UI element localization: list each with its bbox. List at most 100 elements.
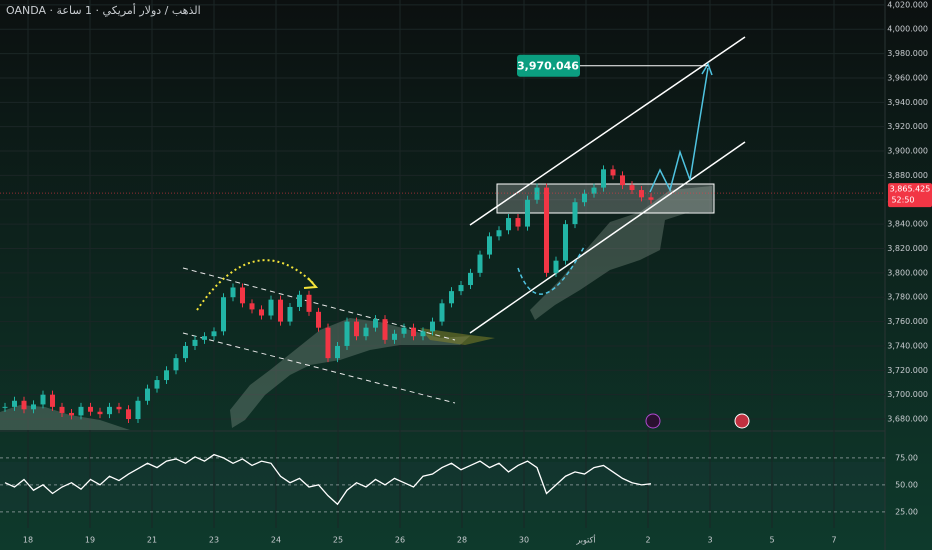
candle — [411, 327, 416, 337]
candle — [325, 327, 331, 359]
zone-box — [496, 183, 715, 214]
candle — [78, 406, 84, 416]
y-tick-label: 3,900.000 — [887, 147, 928, 156]
event-icon — [645, 413, 661, 429]
candle — [211, 331, 217, 337]
candle — [553, 260, 559, 273]
channel-line — [469, 36, 746, 226]
candle — [449, 291, 454, 304]
rsi-line — [4, 453, 652, 506]
rsi-tick-label: 50.00 — [895, 480, 918, 489]
last-price-label: 3,865.425 — [890, 185, 931, 194]
candle — [648, 197, 654, 200]
last-price-tag — [888, 183, 932, 208]
candle — [297, 294, 302, 307]
curve-arrow — [517, 244, 586, 295]
candle — [97, 411, 103, 415]
arrow-head — [303, 277, 319, 289]
candle — [496, 230, 502, 237]
candle — [506, 218, 511, 231]
x-tick-label: 7 — [831, 536, 836, 545]
candle — [40, 394, 46, 405]
candle — [249, 303, 255, 310]
candle — [230, 287, 236, 298]
x-tick-label: 3 — [707, 536, 712, 545]
candle — [373, 319, 378, 328]
x-tick-label: 30 — [519, 536, 529, 545]
candle — [620, 175, 625, 186]
candle — [259, 309, 264, 316]
candle — [601, 169, 606, 188]
y-tick-label: 3,940.000 — [887, 98, 928, 107]
x-tick-label: 5 — [769, 536, 774, 545]
candle — [268, 299, 274, 316]
candle — [572, 202, 578, 225]
candle — [173, 358, 179, 371]
candle — [392, 333, 397, 340]
y-tick-label: 3,760.000 — [887, 317, 928, 326]
candle — [126, 409, 131, 420]
candle — [21, 400, 27, 410]
y-tick-label: 3,700.000 — [887, 390, 928, 399]
candle — [50, 394, 55, 407]
candle — [544, 187, 549, 273]
candle — [316, 311, 321, 328]
candle — [468, 272, 473, 286]
candle — [487, 236, 492, 255]
y-tick-label: 3,740.000 — [887, 341, 928, 350]
candle — [344, 321, 350, 346]
candle — [116, 406, 122, 410]
grid — [0, 0, 885, 528]
candle — [525, 199, 530, 227]
candles — [2, 165, 654, 424]
x-tick-label: 25 — [333, 536, 343, 545]
candle — [335, 345, 340, 359]
y-tick-label: 4,000.000 — [887, 25, 928, 34]
candle — [221, 297, 226, 332]
candle — [534, 187, 540, 200]
candle — [31, 404, 36, 410]
candle — [145, 388, 150, 401]
candle — [192, 339, 198, 346]
x-tick-label: 19 — [85, 536, 95, 545]
candle — [477, 254, 483, 273]
x-tick-label: 23 — [209, 536, 219, 545]
candle — [59, 406, 65, 413]
candle — [107, 406, 112, 415]
candle — [183, 345, 188, 359]
channel-line — [469, 141, 746, 334]
rsi-band — [0, 462, 885, 510]
y-tick-label: 3,980.000 — [887, 49, 928, 58]
trend-line — [182, 267, 456, 341]
y-tick-label: 3,960.000 — [887, 73, 928, 82]
candle — [164, 370, 169, 381]
candle — [382, 319, 388, 340]
x-tick-label: أكتوبر — [575, 535, 595, 545]
x-tick-label: 24 — [271, 536, 281, 545]
candle — [515, 218, 521, 227]
arc-arrow — [196, 259, 316, 311]
candle — [629, 185, 635, 191]
x-tick-label: 2 — [645, 536, 650, 545]
x-tick-label: 28 — [457, 536, 467, 545]
projection — [649, 67, 709, 193]
y-tick-label: 3,880.000 — [887, 171, 928, 180]
candle — [591, 187, 597, 194]
candle — [363, 327, 369, 337]
y-tick-label: 3,780.000 — [887, 293, 928, 302]
candle — [401, 327, 407, 334]
cloud — [530, 186, 712, 320]
candle — [439, 303, 445, 322]
cloud — [420, 328, 495, 345]
candle — [202, 336, 207, 340]
target-tag — [517, 54, 580, 77]
y-tick-label: 3,820.000 — [887, 244, 928, 253]
rsi-tick-label: 75.00 — [895, 453, 918, 462]
candle — [639, 190, 644, 198]
candle — [582, 193, 587, 203]
candle — [12, 400, 17, 407]
candle — [306, 294, 312, 312]
header-title: OANDA · الذهب / دولار أمريكي · 1 ساعة — [6, 3, 201, 17]
